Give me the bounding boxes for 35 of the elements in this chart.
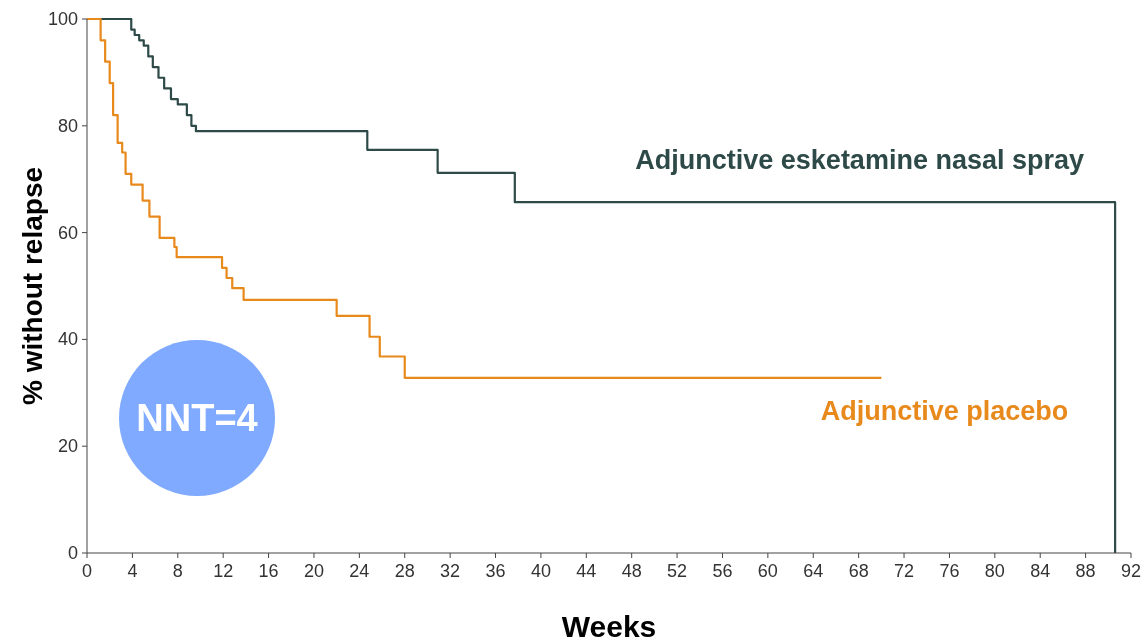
x-tick-label: 48 bbox=[621, 561, 642, 581]
x-tick-label: 92 bbox=[1120, 561, 1142, 581]
x-tick-label: 40 bbox=[530, 561, 551, 581]
x-tick-label: 32 bbox=[440, 561, 461, 581]
x-tick-label: 88 bbox=[1075, 561, 1096, 581]
x-tick-label: 8 bbox=[172, 561, 183, 581]
x-tick-label: 80 bbox=[984, 561, 1005, 581]
y-tick-label: 20 bbox=[57, 436, 78, 457]
y-tick-label: 60 bbox=[57, 222, 78, 243]
x-tick-label: 52 bbox=[667, 561, 688, 581]
x-tick-label: 56 bbox=[712, 561, 733, 581]
annotation: NNT=4 bbox=[136, 397, 258, 439]
x-tick-label: 64 bbox=[803, 561, 824, 581]
series-label: Adjunctive esketamine nasal spray bbox=[635, 144, 1085, 175]
x-tick-label: 4 bbox=[127, 561, 138, 581]
series-label: Adjunctive placebo bbox=[820, 395, 1069, 426]
x-tick-label: 28 bbox=[394, 561, 415, 581]
x-tick-label: 36 bbox=[485, 561, 506, 581]
y-tick-label: 0 bbox=[67, 543, 78, 563]
x-tick-label: 24 bbox=[349, 561, 370, 581]
x-tick-label: 72 bbox=[894, 561, 915, 581]
x-tick-label: 44 bbox=[576, 561, 597, 581]
x-tick-label: 84 bbox=[1030, 561, 1051, 581]
y-tick-label: 80 bbox=[57, 115, 78, 136]
x-tick-label: 0 bbox=[81, 561, 93, 581]
x-tick-label: 12 bbox=[213, 561, 234, 581]
x-axis-title: Weeks bbox=[561, 610, 657, 641]
x-tick-label: 20 bbox=[303, 561, 324, 581]
x-tick-label: 16 bbox=[258, 561, 279, 581]
x-tick-label: 68 bbox=[848, 561, 869, 581]
x-tick-label: 60 bbox=[757, 561, 778, 581]
y-axis-title: % without relapse bbox=[17, 166, 48, 406]
y-tick-label: 100 bbox=[47, 9, 78, 29]
y-tick-label: 40 bbox=[57, 329, 78, 350]
x-tick-label: 76 bbox=[939, 561, 960, 581]
